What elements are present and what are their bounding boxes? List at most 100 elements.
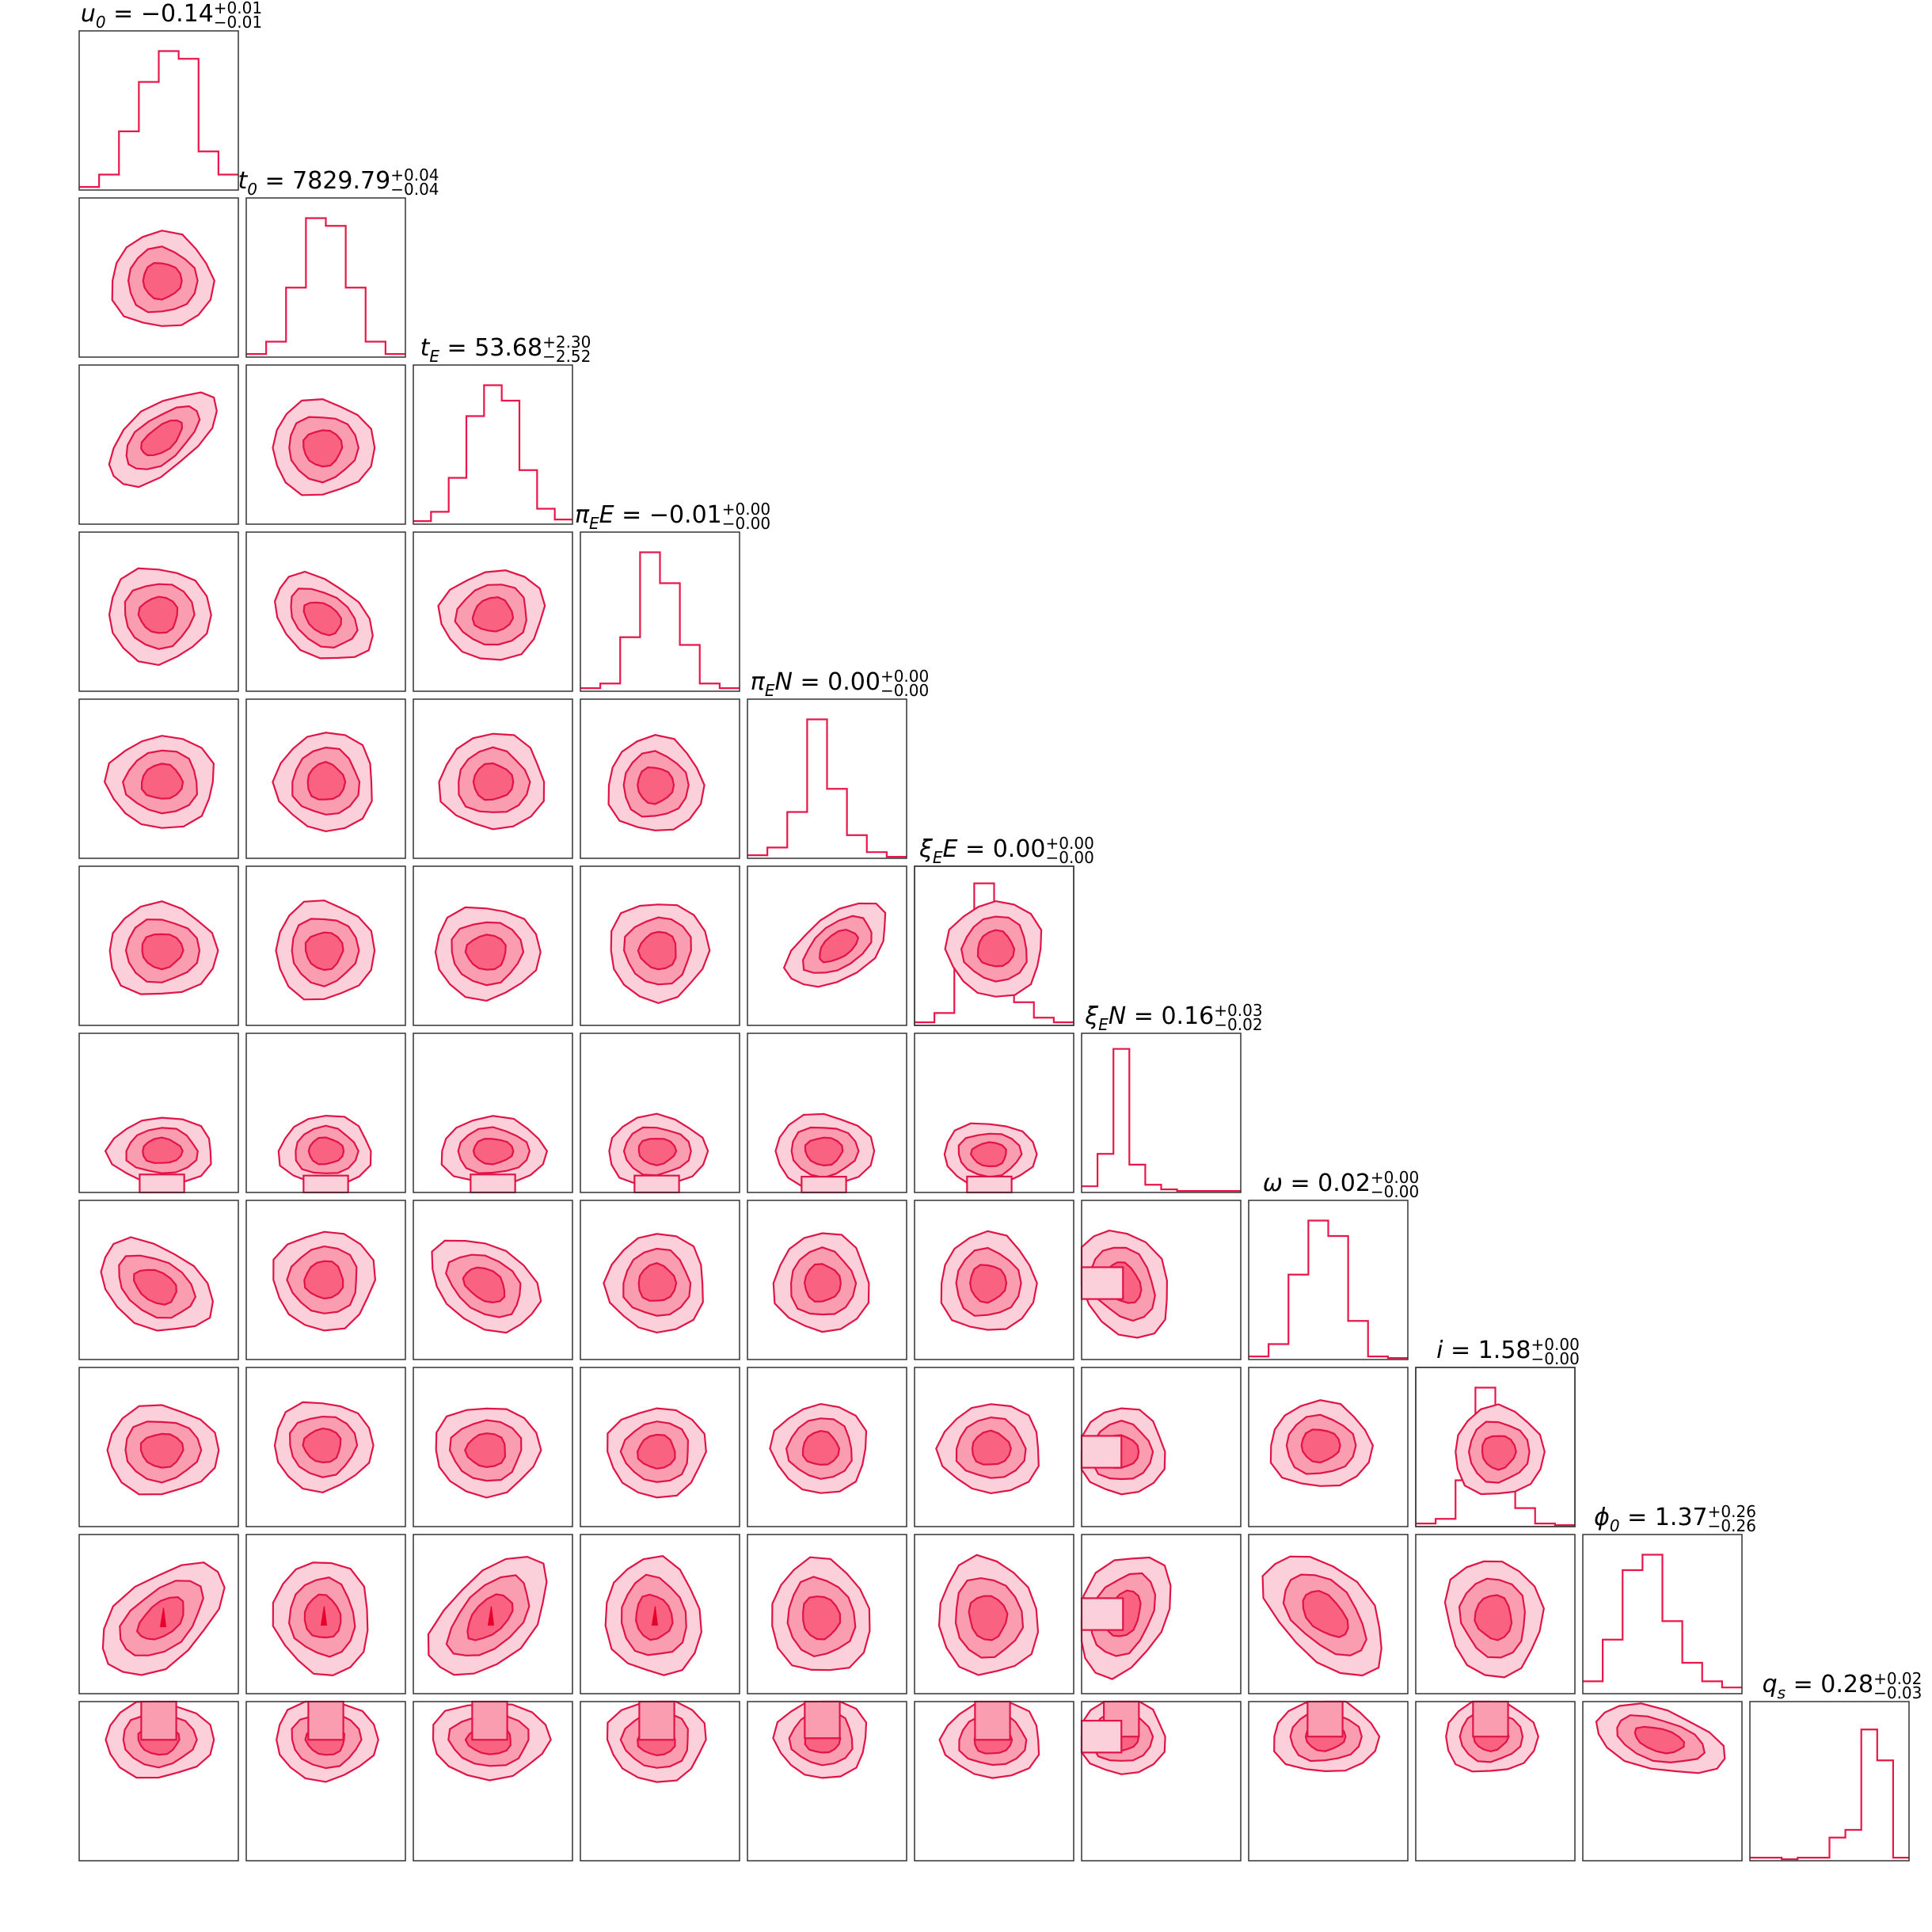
panel-frame — [245, 197, 406, 358]
contour-level-3 — [303, 1260, 344, 1300]
contour-panel-xiEE-vs-u0 — [78, 865, 239, 1026]
histogram-panel-tE — [413, 364, 573, 525]
contour-panel-qs-vs-piEN — [747, 1700, 907, 1862]
panel-frame — [747, 698, 907, 859]
contour-panel-qs-vs-omega — [1248, 1700, 1409, 1862]
panel-frame — [245, 531, 406, 692]
contour-tail — [638, 1700, 675, 1741]
panel-frame — [1415, 1534, 1576, 1694]
panel-frame — [580, 1200, 740, 1360]
contour-level-3 — [819, 928, 860, 964]
contour-panel-piEN-vs-t0 — [245, 698, 406, 859]
density-peak — [159, 1607, 167, 1628]
panel-frame — [78, 1701, 239, 1862]
panel-frame — [747, 1367, 907, 1527]
contour-panel-phi0-vs-tE — [413, 1534, 573, 1694]
panel-frame — [413, 531, 573, 692]
title-piEE: πEE = −0.01+0.00 −0.00 — [575, 500, 770, 533]
panel-frame — [1749, 1701, 1910, 1862]
histogram-panel-t0 — [245, 197, 406, 358]
contour-panel-xiEN-vs-xiEE — [914, 1033, 1074, 1194]
title-xiEN: ξEN = 0.16+0.03 −0.02 — [1084, 1001, 1262, 1034]
contour-tail — [1080, 1597, 1124, 1631]
contour-panel-i-vs-piEE — [580, 1367, 740, 1527]
panel-frame — [413, 364, 573, 525]
contour-panel-omega-vs-u0 — [78, 1200, 239, 1360]
contour-level-3 — [472, 762, 515, 801]
contour-panel-phi0-vs-xiEE — [914, 1534, 1074, 1694]
contour-level-3 — [637, 1137, 678, 1166]
contour-panel-phi0-vs-xiEN — [1080, 1534, 1242, 1694]
contour-level-3 — [969, 1141, 1007, 1168]
panel-frame — [78, 364, 239, 525]
contour-level-3 — [803, 1263, 842, 1303]
panel-frame — [78, 30, 239, 191]
histogram-panel-piEN — [747, 698, 907, 859]
panel-frame — [580, 1033, 740, 1193]
contour-tail — [801, 1176, 847, 1194]
contour-level-3 — [140, 763, 184, 800]
panel-frame — [580, 698, 740, 859]
contour-level-3 — [968, 1595, 1009, 1641]
contour-panel-qs-vs-u0 — [78, 1700, 239, 1862]
contour-tail — [1080, 1435, 1123, 1469]
contour-level-3 — [636, 1433, 676, 1470]
panel-frame — [1582, 1534, 1743, 1694]
contour-panel-omega-vs-piEE — [580, 1200, 740, 1360]
panel-frame — [914, 865, 1074, 1026]
panel-frame — [1248, 1534, 1409, 1694]
contour-panel-tE-vs-t0 — [245, 364, 406, 525]
panel-frame — [1081, 1367, 1242, 1527]
histogram-tE — [413, 384, 572, 523]
panel-frame — [245, 1701, 406, 1862]
panel-frame — [413, 865, 573, 1026]
panel-frame — [245, 1200, 406, 1360]
panel-frame — [245, 1534, 406, 1694]
density-peak — [320, 1606, 328, 1626]
contour-panel-phi0-vs-i — [1415, 1534, 1576, 1694]
panel-frame — [914, 1033, 1074, 1193]
panel-frame — [245, 364, 406, 525]
contour-panel-phi0-vs-u0 — [78, 1534, 239, 1694]
panel-frame — [413, 1200, 573, 1360]
contour-tail — [1472, 1700, 1509, 1738]
panel-frame — [747, 865, 907, 1026]
contour-level-3 — [306, 761, 347, 801]
histogram-panel-omega — [1248, 1200, 1409, 1360]
contour-level-3 — [637, 930, 677, 971]
contour-level-3 — [464, 934, 507, 971]
panel-frame — [1081, 1033, 1242, 1193]
contour-panel-omega-vs-xiEE — [914, 1200, 1074, 1360]
contour-tail — [140, 1700, 177, 1741]
histogram-piEE — [580, 551, 740, 690]
contour-level-3 — [471, 596, 515, 633]
contour-panel-qs-vs-i — [1415, 1700, 1576, 1862]
panel-frame — [1081, 1701, 1242, 1862]
contour-panel-xiEE-vs-tE — [413, 865, 573, 1026]
contour-panel-i-vs-omega — [1248, 1367, 1409, 1527]
panel-frame — [413, 1534, 573, 1694]
contour-panel-piEN-vs-piEE — [580, 698, 740, 859]
contour-panel-xiEN-vs-piEE — [580, 1033, 740, 1194]
contour-tail — [1080, 1266, 1124, 1300]
contour-panel-phi0-vs-t0 — [245, 1534, 406, 1694]
histogram-panel-phi0 — [1582, 1534, 1743, 1694]
panel-frame — [747, 1534, 907, 1694]
panel-frame — [413, 698, 573, 859]
contour-panel-piEE-vs-tE — [413, 531, 573, 692]
contour-level-3 — [1300, 1428, 1341, 1464]
panel-frame — [914, 1200, 1074, 1360]
contour-panel-piEN-vs-u0 — [78, 698, 239, 859]
contour-level-3 — [462, 1266, 506, 1304]
contour-panel-piEE-vs-t0 — [245, 531, 406, 692]
density-peak — [651, 1606, 659, 1626]
panel-frame — [1582, 1701, 1743, 1862]
contour-panel-xiEE-vs-piEN — [747, 865, 907, 1026]
histogram-omega — [1249, 1219, 1408, 1360]
contour-panel-qs-vs-xiEN — [1080, 1700, 1242, 1862]
contour-panel-xiEE-vs-t0 — [245, 865, 406, 1026]
contour-level-3 — [302, 601, 343, 637]
title-qs: qs = 0.28+0.02 −0.03 — [1763, 1669, 1922, 1702]
panel-frame — [78, 865, 239, 1026]
contour-level-3 — [971, 1429, 1012, 1466]
